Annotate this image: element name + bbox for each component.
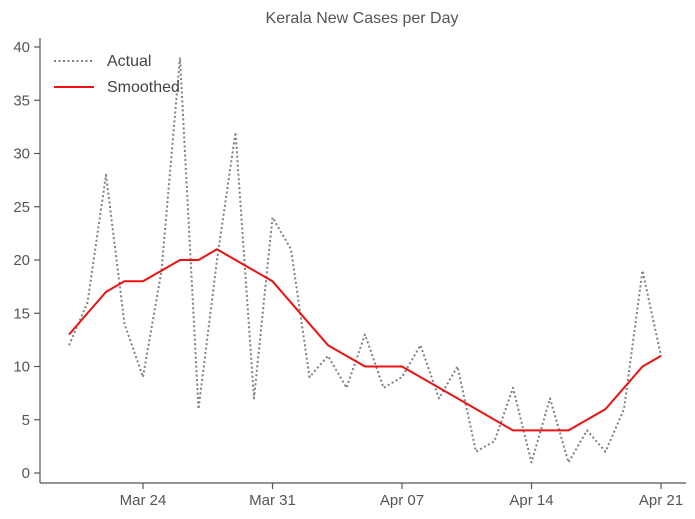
x-ticks: Mar 24 Mar 31 Apr 07 Apr 14 Apr 21: [120, 483, 683, 509]
series-line-smoothed: [68, 248, 662, 432]
series-layer: [68, 56, 662, 464]
legend: Actual Smoothed: [54, 53, 180, 96]
series-line-actual: [68, 56, 662, 464]
y-tick-label: 40: [13, 39, 30, 56]
x-tick-label: Mar 24: [120, 492, 167, 509]
legend-label-actual: Actual: [107, 53, 151, 70]
x-tick-label: Apr 14: [509, 492, 553, 509]
y-ticks: 0 5 10 15 20 25 30 35 40: [13, 39, 40, 482]
x-tick-label: Apr 21: [639, 492, 683, 509]
y-tick-label: 15: [13, 305, 30, 322]
y-tick-label: 5: [22, 412, 30, 429]
y-tick-label: 35: [13, 92, 30, 109]
y-tick-label: 30: [13, 146, 30, 163]
y-tick-label: 20: [13, 252, 30, 269]
legend-label-smoothed: Smoothed: [107, 79, 180, 96]
y-tick-label: 0: [22, 465, 30, 482]
x-tick-label: Mar 31: [249, 492, 296, 509]
x-tick-label: Apr 07: [380, 492, 424, 509]
y-tick-label: 10: [13, 359, 30, 376]
y-tick-label: 25: [13, 199, 30, 216]
chart-title: Kerala New Cases per Day: [266, 10, 459, 27]
